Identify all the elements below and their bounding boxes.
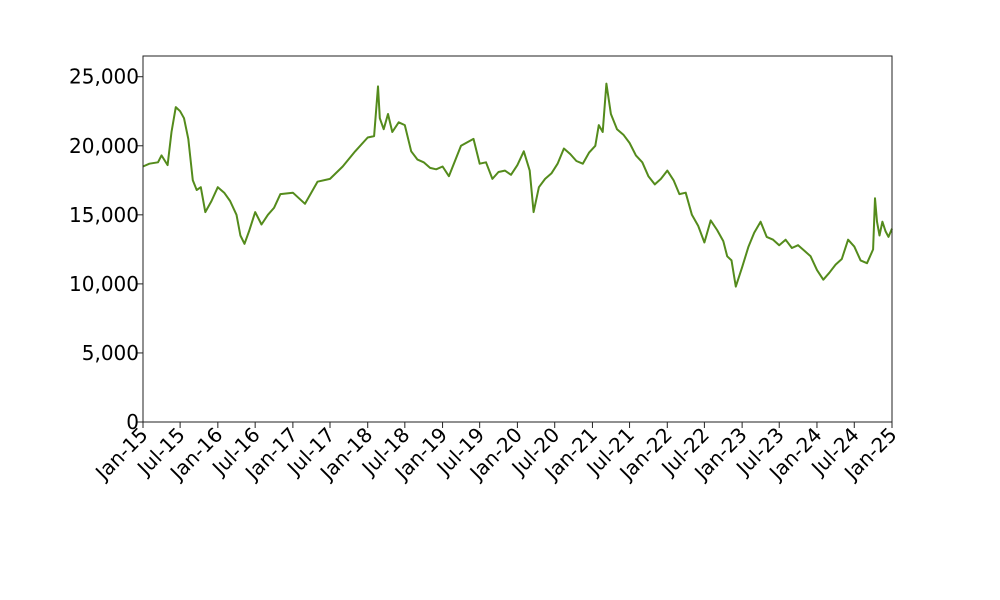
y-axis-ticks: 0 5,000 10,000 15,000 20,000 25,000	[69, 65, 143, 434]
price-series-line	[142, 82, 893, 288]
y-tick-label: 15,000	[69, 203, 139, 227]
plot-area-frame	[142, 55, 893, 423]
x-axis-ticks: Jan-15Jul-15Jan-16Jul-16Jan-17Jul-17Jan-…	[89, 422, 902, 486]
y-tick-label: 0	[126, 410, 139, 434]
y-tick-label: 20,000	[69, 134, 139, 158]
y-tick-label: 5,000	[82, 341, 139, 365]
y-tick-label: 10,000	[69, 272, 139, 296]
y-tick-label: 25,000	[69, 65, 139, 89]
